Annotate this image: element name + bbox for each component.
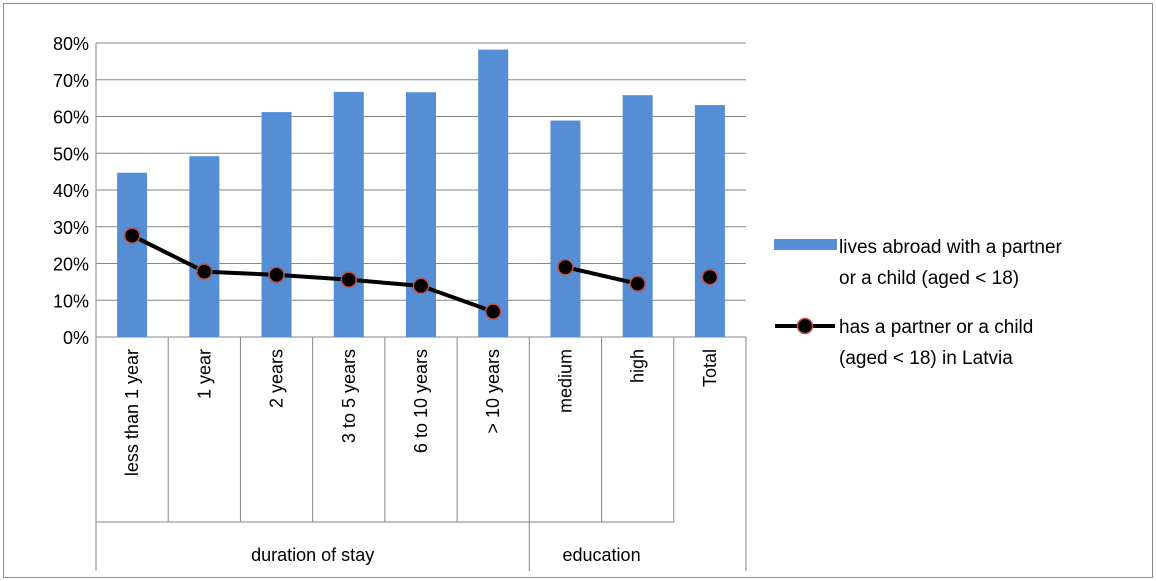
y-tick-label: 10% xyxy=(53,291,89,311)
y-tick-label: 0% xyxy=(63,328,89,348)
series-line xyxy=(131,233,494,314)
bar xyxy=(550,120,581,337)
line-point xyxy=(484,303,502,320)
legend-label: lives abroad with a partner xyxy=(839,237,1063,258)
line-point xyxy=(268,266,285,284)
group-label: education xyxy=(563,545,641,565)
x-tick-label: Total xyxy=(700,349,720,387)
series-line xyxy=(564,265,639,286)
x-tick-label: 2 years xyxy=(267,349,287,408)
chart-frame: 0% 10% 20% 30% 40% 50% 60% 70% 80% less than 1 ye… xyxy=(3,3,1153,578)
bar xyxy=(189,156,220,337)
y-tick-label: 80% xyxy=(53,34,89,54)
bar xyxy=(333,91,364,337)
y-tick-label: 20% xyxy=(53,255,89,275)
group-label: duration of stay xyxy=(251,545,374,565)
chart-svg: 0% 10% 20% 30% 40% 50% 60% 70% 80% less than 1 ye… xyxy=(53,34,1063,571)
x-tick-label: 3 to 5 years xyxy=(339,349,359,443)
y-tick-label: 50% xyxy=(53,144,89,164)
line-point xyxy=(412,277,430,295)
legend-swatch-marker xyxy=(796,317,814,335)
line-point xyxy=(557,258,574,276)
x-tick-label: 6 to 10 years xyxy=(411,349,431,453)
bar xyxy=(261,112,292,337)
bar xyxy=(117,172,148,337)
legend-label: or a child (aged < 18) xyxy=(839,268,1019,289)
x-tick-label: medium xyxy=(555,349,575,413)
line-point xyxy=(701,268,719,286)
legend-label: (aged < 18) in Latvia xyxy=(839,348,1013,369)
x-tick-label: less than 1 year xyxy=(122,349,142,476)
y-tick-label: 40% xyxy=(53,181,89,201)
line-point xyxy=(123,227,141,244)
line-point xyxy=(196,263,213,280)
bar xyxy=(622,95,653,337)
x-tick-label: 1 year xyxy=(194,349,214,399)
line-point xyxy=(629,275,646,292)
legend-swatch-bar xyxy=(774,239,837,250)
bar xyxy=(694,105,725,337)
y-tick-label: 30% xyxy=(53,218,89,238)
y-tick-label: 60% xyxy=(53,108,89,128)
x-tick-label: high xyxy=(628,349,648,383)
bar xyxy=(478,49,509,338)
x-tick-label: > 10 years xyxy=(483,349,503,434)
bar xyxy=(406,92,436,338)
line-point xyxy=(340,271,358,288)
legend-label: has a partner or a child xyxy=(839,317,1033,338)
y-tick-label: 70% xyxy=(53,71,89,91)
